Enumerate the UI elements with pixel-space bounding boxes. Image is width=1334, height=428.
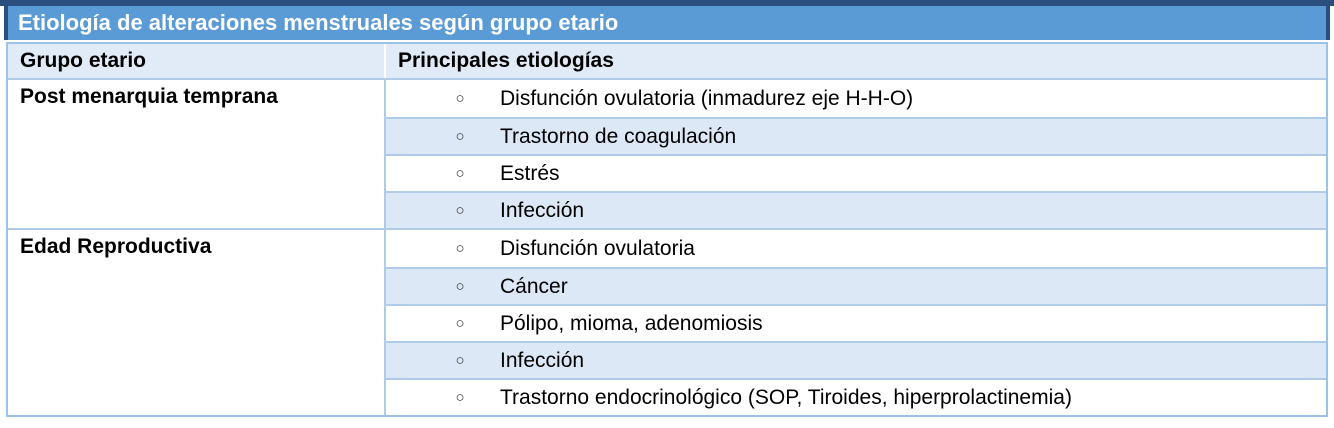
etiology-row: ○ Disfunción ovulatoria (inmadurez eje H… [386,80,1326,117]
etiology-list-post-menarquia: ○ Disfunción ovulatoria (inmadurez eje H… [386,80,1326,228]
etiology-table: Grupo etario Principales etiologías Post… [6,42,1328,417]
table-top-border [0,0,1334,6]
circle-bullet-icon: ○ [455,389,465,406]
etiology-text: Disfunción ovulatoria [500,236,695,260]
circle-bullet-icon: ○ [455,278,465,295]
etiology-row: ○ Trastorno endocrinológico (SOP, Tiroid… [386,378,1326,415]
table-header-row: Grupo etario Principales etiologías [8,44,1326,78]
group-row-edad-reproductiva: Edad Reproductiva ○ Disfunción ovulatori… [8,228,1326,415]
column-header-principales-etiologias: Principales etiologías [398,49,614,72]
circle-bullet-icon: ○ [455,352,465,369]
etiology-row: ○ Infección [386,191,1326,228]
table-title-bar: Etiología de alteraciones menstruales se… [4,6,1330,40]
etiology-row: ○ Disfunción ovulatoria [386,230,1326,267]
etiology-text: Estrés [500,161,560,185]
etiology-text: Trastorno endocrinológico (SOP, Tiroides… [500,385,1072,409]
etiology-row: ○ Estrés [386,154,1326,191]
etiology-text: Infección [500,198,585,222]
etiology-text: Pólipo, mioma, adenomiosis [500,311,763,335]
column-header-grupo-etario: Grupo etario [8,44,386,78]
etiology-row: ○ Pólipo, mioma, adenomiosis [386,304,1326,341]
etiology-text: Disfunción ovulatoria (inmadurez eje H-H… [500,86,914,110]
table-title: Etiología de alteraciones menstruales se… [18,10,619,35]
etiology-list-edad-reproductiva: ○ Disfunción ovulatoria ○ Cáncer ○ Pólip… [386,230,1326,415]
etiology-row: ○ Infección [386,341,1326,378]
etiology-text: Trastorno de coagulación [500,124,737,148]
etiology-row: ○ Cáncer [386,267,1326,304]
circle-bullet-icon: ○ [455,240,465,257]
etiology-text: Cáncer [500,274,568,298]
group-label-edad-reproductiva: Edad Reproductiva [8,230,386,415]
group-label-post-menarquia-temprana: Post menarquia temprana [8,80,386,228]
etiology-text: Infección [500,348,585,372]
circle-bullet-icon: ○ [455,128,465,145]
etiology-row: ○ Trastorno de coagulación [386,117,1326,154]
circle-bullet-icon: ○ [455,315,465,332]
circle-bullet-icon: ○ [455,90,465,107]
circle-bullet-icon: ○ [455,202,465,219]
circle-bullet-icon: ○ [455,165,465,182]
group-row-post-menarquia-temprana: Post menarquia temprana ○ Disfunción ovu… [8,78,1326,228]
